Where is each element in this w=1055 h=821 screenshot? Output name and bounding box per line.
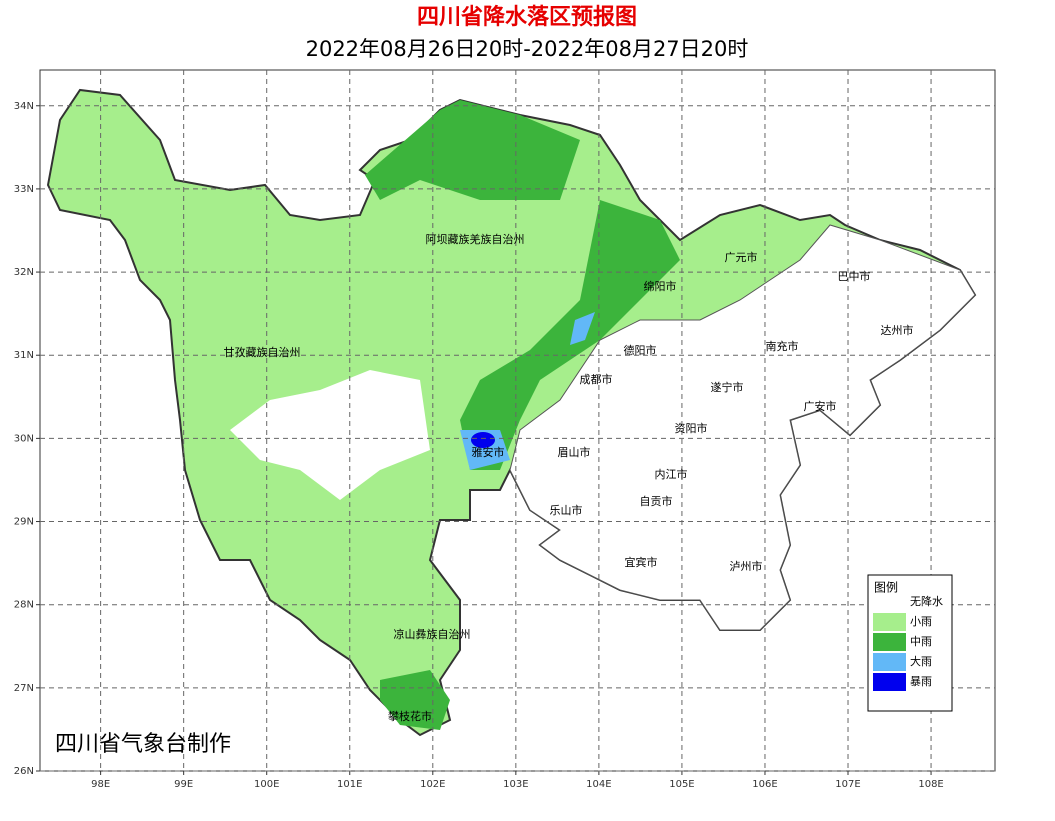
y-tick-label: 34N (14, 101, 34, 112)
legend-label: 中雨 (910, 635, 932, 648)
legend-swatch (873, 653, 906, 671)
moderate-rain-band (460, 200, 680, 470)
region-label: 遂宁市 (711, 380, 744, 394)
region-label: 广元市 (725, 250, 758, 264)
x-tick-label: 98E (91, 779, 110, 790)
heavy-rain-north (570, 312, 595, 345)
region-label: 巴中市 (838, 269, 871, 283)
x-tick-label: 102E (420, 779, 445, 790)
credit: 四川省气象台制作 (55, 732, 231, 757)
y-tick-label: 26N (14, 766, 34, 777)
region-label: 达州市 (881, 323, 914, 337)
y-tick-label: 33N (14, 184, 34, 195)
x-tick-label: 99E (174, 779, 193, 790)
x-tick-label: 104E (586, 779, 611, 790)
y-tick-label: 30N (14, 433, 34, 444)
title: 四川省降水落区预报图 (417, 5, 637, 30)
region-label: 绵阳市 (644, 279, 677, 293)
region-label: 广安市 (804, 399, 837, 413)
region-label: 甘孜藏族自治州 (224, 345, 301, 359)
x-tick-label: 105E (669, 779, 694, 790)
x-tick-label: 101E (337, 779, 362, 790)
region-label: 攀枝花市 (388, 709, 432, 723)
legend-swatch (873, 673, 906, 691)
region-label: 眉山市 (558, 445, 591, 459)
subtitle: 2022年08月26日20时-2022年08月27日20时 (306, 37, 749, 61)
region-label: 阿坝藏族羌族自治州 (426, 232, 525, 246)
x-tick-label: 103E (503, 779, 528, 790)
y-tick-label: 27N (14, 683, 34, 694)
region-label: 自贡市 (640, 494, 673, 508)
no-rain-west (230, 370, 430, 500)
legend-swatch (873, 593, 906, 611)
legend-swatch (873, 633, 906, 651)
region-label: 南充市 (766, 339, 799, 353)
region-label: 德阳市 (624, 343, 657, 357)
region-label: 乐山市 (550, 503, 583, 517)
y-tick-label: 32N (14, 267, 34, 278)
legend-swatch (873, 613, 906, 631)
region-labels: 阿坝藏族羌族自治州 甘孜藏族自治州 凉山彝族自治州 攀枝花市 雅安市 成都市 德… (224, 232, 914, 723)
moderate-rain-north (365, 100, 580, 200)
region-label: 资阳市 (675, 421, 708, 435)
y-tick-label: 31N (14, 350, 34, 361)
x-tick-label: 107E (835, 779, 860, 790)
x-tick-label: 108E (918, 779, 943, 790)
legend-label: 大雨 (910, 654, 932, 668)
region-label: 宜宾市 (625, 555, 658, 569)
legend-label: 小雨 (910, 615, 932, 628)
region-label: 成都市 (580, 372, 613, 386)
region-label: 凉山彝族自治州 (394, 627, 471, 641)
x-tick-label: 106E (752, 779, 777, 790)
no-rain-east (509, 224, 976, 631)
region-label: 泸州市 (730, 559, 763, 573)
y-tick-label: 28N (14, 600, 34, 611)
legend-label: 无降水 (910, 594, 943, 608)
x-tick-label: 100E (254, 779, 279, 790)
legend-label: 暴雨 (910, 675, 932, 688)
region-label: 雅安市 (472, 445, 505, 459)
region-label: 内江市 (655, 467, 688, 481)
rain-areas (46, 88, 977, 737)
y-tick-label: 29N (14, 517, 34, 528)
legend-title: 图例 (874, 581, 898, 595)
rainstorm (471, 432, 495, 448)
